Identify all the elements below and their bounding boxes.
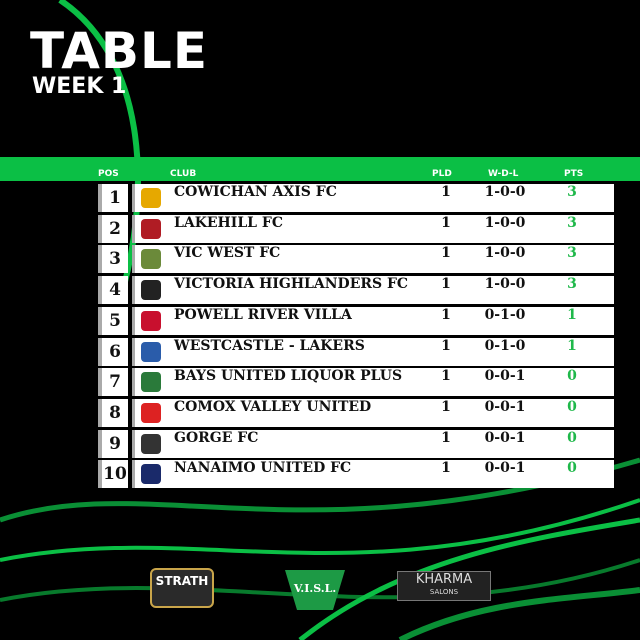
- club-name: VIC WEST FC: [174, 245, 281, 262]
- position: 5: [98, 306, 128, 335]
- played: 1: [441, 398, 451, 415]
- club-crest-icon: [141, 341, 161, 362]
- win-draw-loss: 1-0-0: [484, 184, 526, 200]
- win-draw-loss: 1-0-0: [484, 214, 526, 231]
- played: 1: [441, 214, 451, 231]
- club-cell: POWELL RIVER VILLA 1 0-1-0 1: [132, 306, 614, 335]
- table-row: 7 BAYS UNITED LIQUOR PLUS 1 0-0-1 0: [98, 368, 616, 397]
- page-title: TABLE: [30, 22, 209, 80]
- club-crest-icon: [141, 464, 161, 485]
- club-crest-icon: [141, 188, 161, 208]
- col-club: CLUB: [170, 169, 197, 179]
- points: 0: [567, 429, 577, 446]
- club-cell: COMOX VALLEY UNITED 1 0-0-1 0: [132, 398, 614, 427]
- visl-logo: V.I.S.L.: [285, 570, 345, 610]
- win-draw-loss: 0-0-1: [484, 460, 526, 477]
- win-draw-loss: 0-1-0: [484, 306, 526, 323]
- strath-logo: STRATH: [150, 568, 214, 608]
- position: 2: [98, 214, 128, 243]
- win-draw-loss: 0-0-1: [484, 398, 526, 415]
- points: 1: [567, 306, 577, 323]
- club-name: GORGE FC: [174, 429, 259, 446]
- col-wdl: W-D-L: [488, 169, 519, 179]
- played: 1: [441, 306, 451, 323]
- club-crest-icon: [141, 249, 161, 270]
- table-row: 3 VIC WEST FC 1 1-0-0 3: [98, 245, 616, 274]
- played: 1: [441, 276, 451, 293]
- club-name: BAYS UNITED LIQUOR PLUS: [174, 368, 403, 385]
- position: 10: [98, 460, 128, 489]
- club-name: COWICHAN AXIS FC: [174, 184, 337, 200]
- club-name: NANAIMO UNITED FC: [174, 460, 352, 477]
- position: 4: [98, 276, 128, 305]
- win-draw-loss: 0-0-1: [484, 429, 526, 446]
- club-cell: WESTCASTLE - LAKERS 1 0-1-0 1: [132, 337, 614, 366]
- win-draw-loss: 0-1-0: [484, 337, 526, 354]
- position: 7: [98, 368, 128, 397]
- played: 1: [441, 460, 451, 477]
- club-crest-icon: [141, 402, 161, 423]
- played: 1: [441, 184, 451, 200]
- club-name: COMOX VALLEY UNITED: [174, 398, 372, 415]
- club-crest-icon: [141, 310, 161, 331]
- points: 3: [567, 245, 577, 262]
- played: 1: [441, 245, 451, 262]
- played: 1: [441, 429, 451, 446]
- win-draw-loss: 1-0-0: [484, 245, 526, 262]
- club-cell: LAKEHILL FC 1 1-0-0 3: [132, 214, 614, 243]
- club-name: POWELL RIVER VILLA: [174, 306, 352, 323]
- club-cell: NANAIMO UNITED FC 1 0-0-1 0: [132, 460, 614, 489]
- table-row: 10 NANAIMO UNITED FC 1 0-0-1 0: [98, 460, 616, 489]
- points: 3: [567, 214, 577, 231]
- club-name: WESTCASTLE - LAKERS: [174, 337, 365, 354]
- col-pld: PLD: [432, 169, 452, 179]
- points: 0: [567, 368, 577, 385]
- club-crest-icon: [141, 372, 161, 393]
- club-crest-icon: [141, 433, 161, 454]
- points: 0: [567, 460, 577, 477]
- played: 1: [441, 337, 451, 354]
- col-pts: PTS: [564, 169, 584, 179]
- club-name: LAKEHILL FC: [174, 214, 283, 231]
- played: 1: [441, 368, 451, 385]
- position: 6: [98, 337, 128, 366]
- position: 9: [98, 429, 128, 458]
- table-row: 1 COWICHAN AXIS FC 1 1-0-0 3: [98, 184, 616, 212]
- position: 1: [98, 184, 128, 212]
- win-draw-loss: 0-0-1: [484, 368, 526, 385]
- win-draw-loss: 1-0-0: [484, 276, 526, 293]
- table-row: 6 WESTCASTLE - LAKERS 1 0-1-0 1: [98, 337, 616, 366]
- position: 3: [98, 245, 128, 274]
- kharma-logo: KHARMA SALONS: [397, 571, 491, 601]
- table-row: 9 GORGE FC 1 0-0-1 0: [98, 429, 616, 458]
- club-cell: GORGE FC 1 0-0-1 0: [132, 429, 614, 458]
- points: 1: [567, 337, 577, 354]
- points: 3: [567, 276, 577, 293]
- position: 8: [98, 398, 128, 427]
- club-name: VICTORIA HIGHLANDERS FC: [174, 276, 409, 293]
- table-row: 5 POWELL RIVER VILLA 1 0-1-0 1: [98, 306, 616, 335]
- header-band: [0, 157, 640, 181]
- col-pos: POS: [98, 169, 119, 179]
- table-row: 2 LAKEHILL FC 1 1-0-0 3: [98, 214, 616, 243]
- points: 3: [567, 184, 577, 200]
- club-cell: VIC WEST FC 1 1-0-0 3: [132, 245, 614, 274]
- table-row: 8 COMOX VALLEY UNITED 1 0-0-1 0: [98, 398, 616, 427]
- club-crest-icon: [141, 218, 161, 239]
- points: 0: [567, 398, 577, 415]
- club-cell: VICTORIA HIGHLANDERS FC 1 1-0-0 3: [132, 276, 614, 305]
- club-cell: BAYS UNITED LIQUOR PLUS 1 0-0-1 0: [132, 368, 614, 397]
- club-crest-icon: [141, 280, 161, 301]
- page-subtitle: WEEK 1: [32, 74, 127, 99]
- club-cell: COWICHAN AXIS FC 1 1-0-0 3: [132, 184, 614, 212]
- table-row: 4 VICTORIA HIGHLANDERS FC 1 1-0-0 3: [98, 276, 616, 305]
